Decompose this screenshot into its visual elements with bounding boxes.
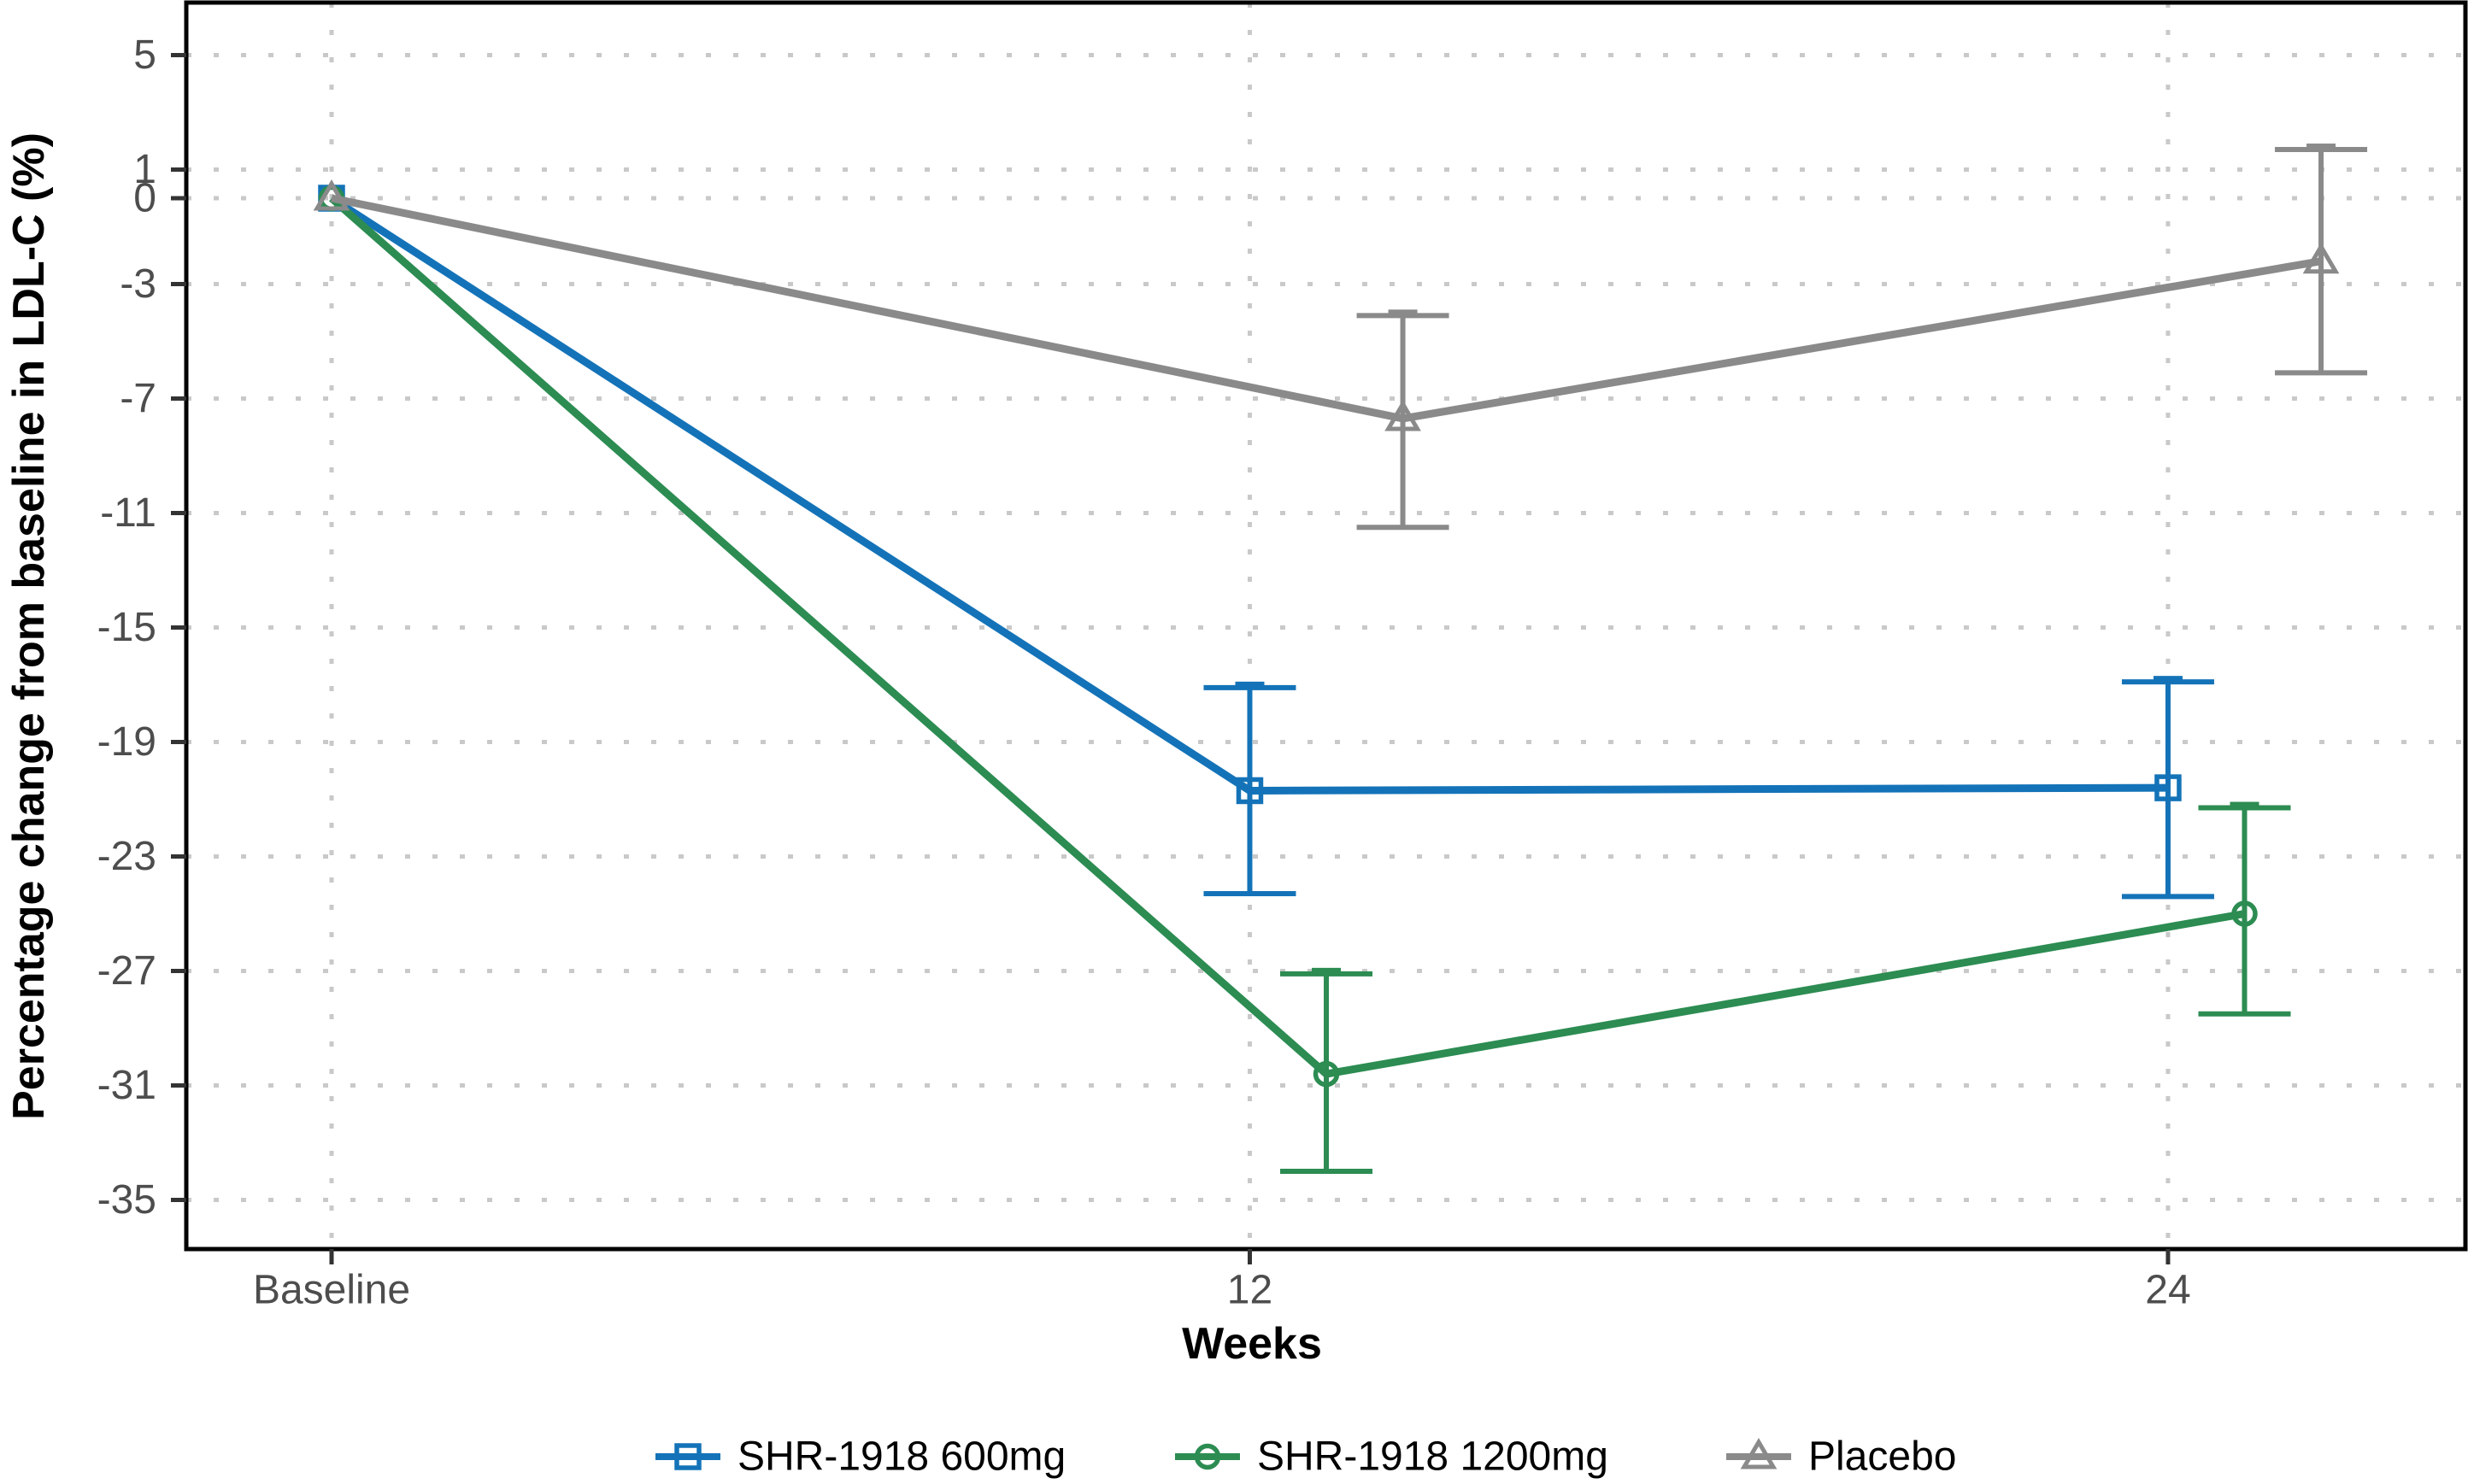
- triangle-marker: [1384, 400, 1421, 431]
- series-shr-1918-600mg: [318, 185, 2214, 900]
- circle-marker: [1313, 1060, 1340, 1088]
- y-tick-label: -3: [120, 261, 156, 307]
- triangle-marker: [313, 179, 350, 211]
- y-tick-label: -23: [97, 834, 156, 879]
- series-line: [329, 195, 2168, 795]
- y-tick-label: -35: [97, 1177, 156, 1223]
- legend-circle-icon: [1194, 1443, 1221, 1470]
- x-tick-label: 12: [1227, 1268, 1272, 1313]
- legend-label: SHR-1918 600mg: [737, 1434, 1066, 1480]
- square-marker: [2154, 774, 2182, 801]
- error-bar-cap-top-inner: [2306, 144, 2336, 152]
- y-tick-label: 1: [133, 147, 156, 192]
- series-placebo: [313, 144, 2368, 531]
- error-bar-cap-top-inner: [2230, 801, 2259, 810]
- y-tick-label: 5: [133, 32, 156, 78]
- legend-item-shr-1918-600mg: SHR-1918 600mg: [655, 1434, 1066, 1480]
- x-axis-title: Weeks: [1182, 1319, 1322, 1369]
- error-bar-cap-top-inner: [2153, 676, 2183, 684]
- legend: SHR-1918 600mg SHR-1918 1200mg Placebo: [655, 1434, 1956, 1480]
- series-line: [331, 194, 2322, 423]
- legend-item-shr-1918-1200mg: SHR-1918 1200mg: [1175, 1434, 1608, 1480]
- error-bar-cap-top-inner: [1388, 309, 1418, 318]
- circle-marker: [2231, 900, 2258, 927]
- y-tick-label: -31: [97, 1063, 156, 1108]
- legend-label: SHR-1918 1200mg: [1257, 1434, 1608, 1480]
- x-tick-label: 24: [2145, 1268, 2190, 1313]
- y-axis-title: Percentage change from baseline in LDL-C…: [4, 132, 54, 1120]
- error-bar-cap-top-inner: [1312, 967, 1342, 976]
- y-tick-label: -7: [120, 376, 156, 421]
- square-marker: [1236, 777, 1264, 805]
- error-bar: [2198, 801, 2291, 1017]
- y-tick-label: 0: [133, 176, 156, 221]
- series-shr-1918-1200mg: [318, 185, 2291, 1174]
- y-tick-label: -15: [97, 605, 156, 650]
- legend-square-icon: [674, 1443, 702, 1470]
- legend-triangle-icon: [1740, 1438, 1778, 1469]
- triangle-marker: [2302, 242, 2340, 274]
- x-tick-label: Baseline: [253, 1268, 410, 1313]
- y-tick-label: -27: [97, 948, 156, 994]
- error-bar-cap-top-inner: [1235, 681, 1265, 689]
- series-line: [329, 195, 2246, 1078]
- y-tick-label: -19: [97, 719, 156, 765]
- legend-label: Placebo: [1808, 1434, 1956, 1480]
- y-tick-label: -11: [100, 490, 156, 536]
- legend-item-placebo: Placebo: [1726, 1434, 1956, 1480]
